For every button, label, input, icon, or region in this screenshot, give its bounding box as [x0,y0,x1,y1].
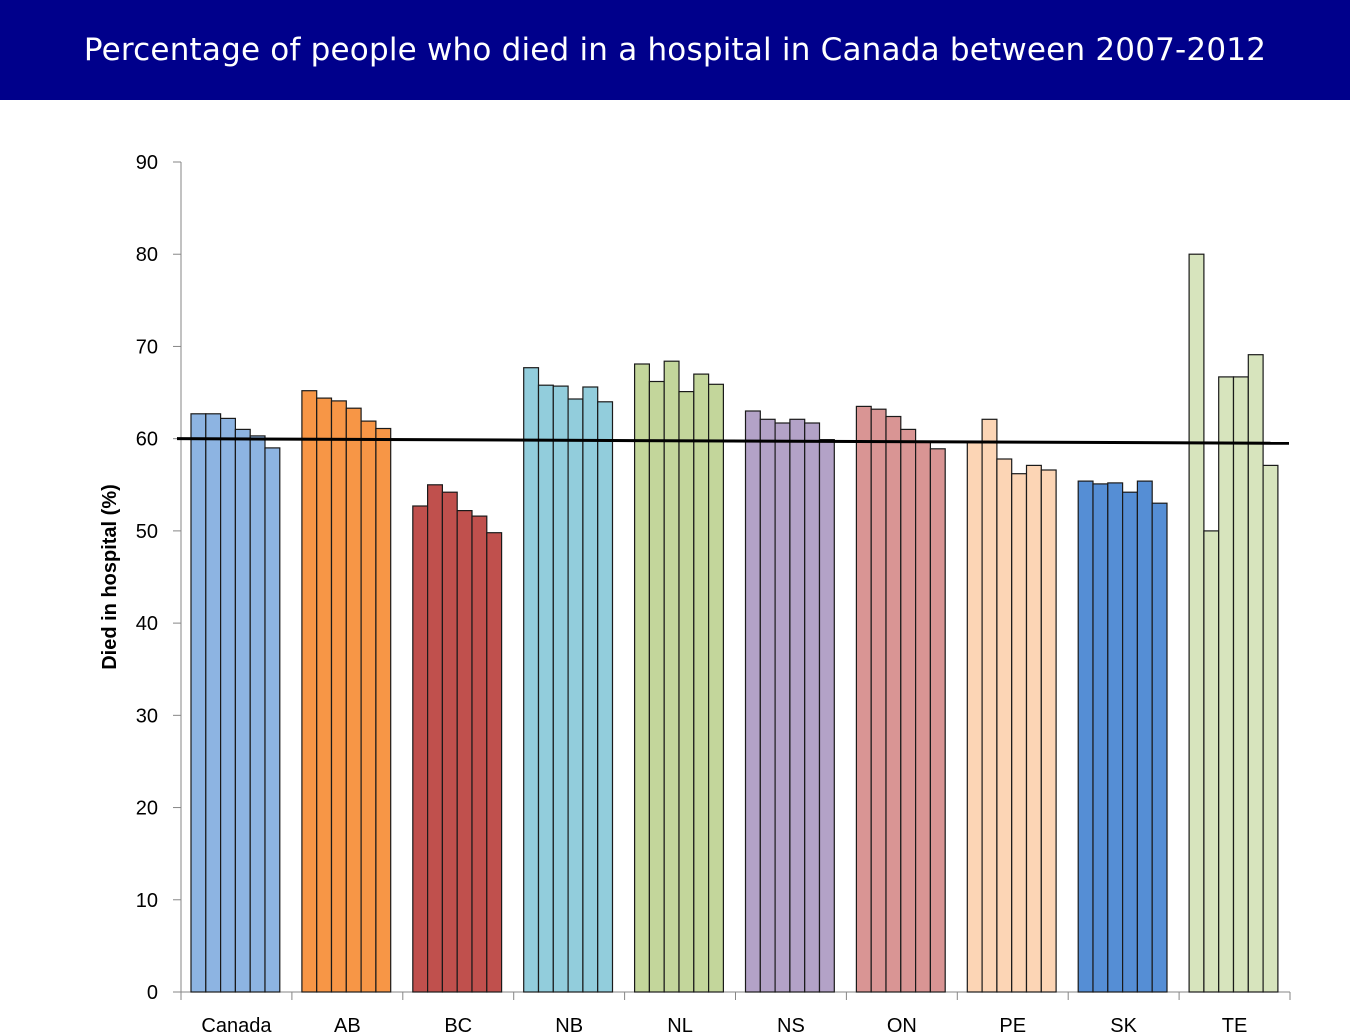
bar-nl-5 [693,373,710,993]
x-category-label: TE [1222,1015,1248,1035]
bar-bc-2 [427,484,444,993]
x-category-label: ON [887,1015,917,1035]
bar-on-3 [885,415,902,993]
bar-nl-1 [633,363,650,993]
bar-nb-4 [567,398,584,993]
x-category-label: SK [1110,1015,1137,1035]
bar-on-4 [900,428,917,993]
y-axis [173,161,182,993]
title-banner: Percentage of people who died in a hospi… [0,0,1350,100]
bar-on-2 [870,408,887,993]
bar-ab-4 [345,407,362,993]
bar-sk-5 [1136,480,1153,993]
bar-pe-4 [1011,473,1028,993]
bar-sk-1 [1077,480,1094,993]
bar-ab-1 [301,390,318,993]
x-category-label: NB [555,1015,583,1035]
bar-on-1 [855,405,872,993]
x-category-label: Canada [201,1015,272,1035]
bar-on-6 [929,448,946,993]
bar-canada-2 [205,413,222,993]
bar-nb-3 [552,385,569,993]
bar-ns-2 [759,418,776,993]
y-tick-label: 0 [147,982,158,1004]
y-tick-label: 70 [136,336,158,358]
bar-sk-2 [1092,483,1109,993]
bar-bc-1 [412,505,429,993]
bar-nl-6 [707,383,724,993]
bar-canada-6 [264,447,281,993]
bar-ab-3 [330,400,347,993]
x-category-label: NL [667,1015,693,1035]
bar-pe-3 [996,458,1013,993]
y-tick-label: 10 [136,890,158,912]
y-tick-label: 30 [136,705,158,727]
bar-canada-3 [220,417,237,993]
bar-ns-6 [818,439,835,993]
bar-ns-5 [804,422,821,993]
bar-bc-5 [471,515,488,993]
bar-ab-2 [316,397,333,993]
bar-bc-3 [441,491,458,993]
y-tick-label: 40 [136,613,158,635]
bar-nl-4 [678,391,695,993]
bar-ab-6 [375,427,392,993]
bar-te-1 [1188,253,1205,993]
reference-line [176,437,1290,445]
bar-on-5 [914,440,931,993]
bar-te-4 [1232,376,1249,993]
bar-canada-5 [249,435,266,993]
y-tick-label: 90 [136,152,158,174]
bar-ns-1 [744,410,761,993]
bar-bc-4 [456,510,473,993]
bar-te-6 [1262,464,1279,993]
bar-te-3 [1218,376,1235,993]
bar-ns-3 [774,422,791,993]
x-axis [180,991,1291,1000]
bar-nb-2 [537,384,554,993]
x-category-label: NS [777,1015,805,1035]
labels: 0 10 20 30 40 50 60 70 80 90 Canada AB BC NB NL NS ON PE S… [136,152,1248,1035]
bar-te-5 [1247,354,1264,993]
x-category-label: PE [999,1015,1026,1035]
y-tick-label: 80 [136,244,158,266]
x-category-label: AB [334,1015,361,1035]
bar-nb-5 [582,386,599,993]
y-axis-title: Died in hospital (%) [99,484,121,670]
bar-nb-1 [523,367,540,993]
bar-sk-6 [1151,502,1168,993]
reference-line-group [176,437,1290,445]
bars [190,253,1279,993]
bar-nl-3 [663,360,680,993]
bar-pe-1 [966,441,983,993]
bar-ns-4 [789,418,806,993]
bar-bc-6 [486,532,503,993]
bar-pe-6 [1040,469,1057,993]
bar-te-2 [1203,530,1220,993]
bar-sk-4 [1121,491,1138,993]
bar-ab-5 [360,420,377,993]
x-category-label: BC [444,1015,472,1035]
bar-sk-3 [1107,482,1124,993]
bar-canada-1 [190,413,207,993]
bar-pe-2 [981,418,998,993]
page-title: Percentage of people who died in a hospi… [83,32,1267,68]
bar-pe-5 [1025,464,1042,993]
bar-nb-6 [597,401,614,993]
y-tick-label: 50 [136,521,158,543]
bar-nl-2 [648,380,665,993]
bar-canada-4 [234,428,251,993]
y-tick-label: 60 [136,429,158,451]
y-tick-label: 20 [136,798,158,820]
